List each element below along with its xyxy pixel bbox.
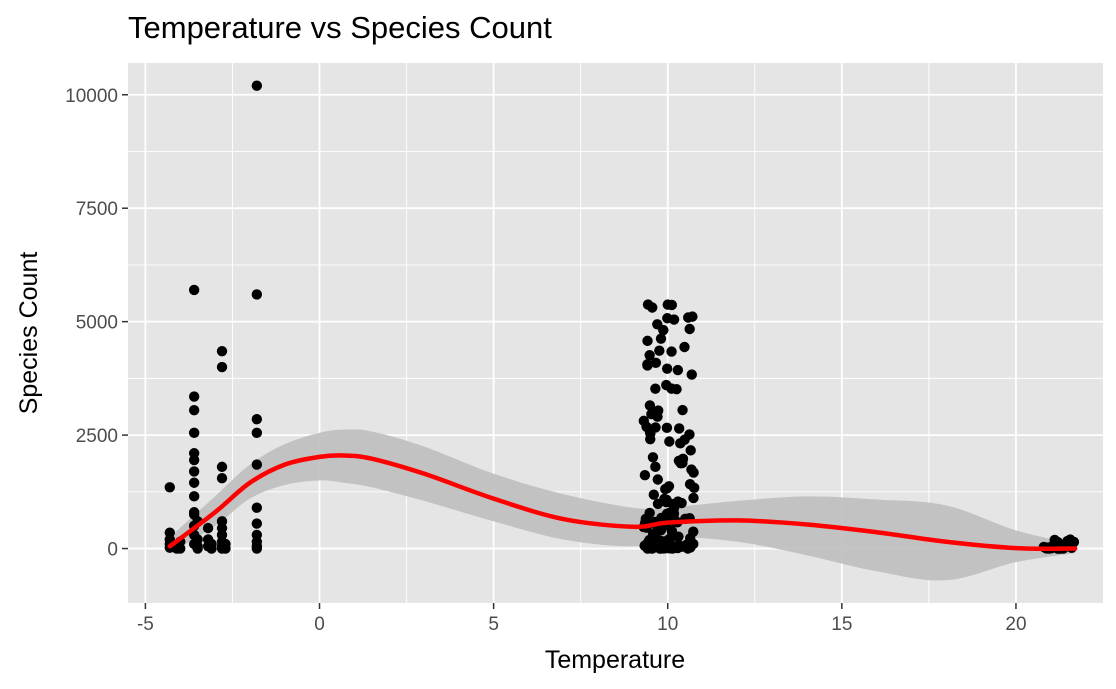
data-point bbox=[662, 299, 673, 310]
data-point bbox=[666, 531, 677, 543]
data-point bbox=[673, 423, 685, 434]
data-point bbox=[251, 459, 263, 470]
y-axis: 0 2500 5000 7500 10000 bbox=[65, 86, 128, 561]
data-point bbox=[188, 284, 200, 296]
data-point bbox=[661, 363, 673, 374]
data-point bbox=[685, 445, 696, 456]
y-tick-label: 0 bbox=[107, 540, 118, 561]
grid-major bbox=[128, 63, 1103, 603]
data-point bbox=[188, 466, 200, 477]
y-tick-label: 5000 bbox=[76, 313, 118, 334]
data-point bbox=[650, 357, 662, 369]
data-point bbox=[188, 427, 200, 439]
data-point bbox=[656, 512, 667, 524]
x-tick-label: 20 bbox=[1005, 614, 1026, 635]
data-point bbox=[216, 361, 228, 373]
data-point bbox=[679, 341, 690, 353]
data-point bbox=[188, 454, 200, 466]
data-point bbox=[216, 345, 228, 357]
data-point bbox=[1064, 534, 1076, 545]
y-tick-label: 7500 bbox=[76, 199, 118, 220]
data-point bbox=[642, 359, 653, 370]
data-point bbox=[206, 538, 217, 550]
data-point bbox=[639, 469, 651, 481]
data-point bbox=[652, 411, 663, 422]
data-point bbox=[251, 289, 263, 300]
data-point bbox=[644, 400, 656, 411]
data-point bbox=[216, 461, 228, 473]
data-point bbox=[672, 364, 684, 376]
grid-minor bbox=[128, 63, 1103, 603]
x-tick-label: -5 bbox=[137, 614, 154, 635]
x-tick-label: 15 bbox=[831, 614, 852, 635]
data-point bbox=[679, 434, 690, 445]
data-point bbox=[645, 434, 656, 445]
data-point bbox=[684, 479, 696, 490]
data-point bbox=[654, 345, 665, 356]
data-point bbox=[655, 333, 667, 344]
data-point bbox=[251, 518, 263, 529]
data-point bbox=[251, 543, 263, 554]
data-point bbox=[673, 539, 684, 551]
data-point bbox=[661, 422, 673, 434]
data-point bbox=[668, 314, 680, 325]
data-point bbox=[664, 507, 675, 519]
x-axis: -5 0 5 10 15 20 bbox=[137, 603, 1027, 635]
y-tick-label: 2500 bbox=[76, 426, 118, 447]
x-tick-label: 5 bbox=[488, 614, 499, 635]
x-tick-label: 0 bbox=[314, 614, 325, 635]
data-point bbox=[652, 474, 663, 485]
data-point bbox=[220, 543, 231, 554]
data-point bbox=[251, 414, 263, 425]
data-point bbox=[175, 543, 186, 554]
data-point bbox=[655, 525, 666, 536]
data-point bbox=[164, 482, 175, 493]
data-point bbox=[648, 489, 660, 500]
data-point bbox=[642, 335, 653, 347]
data-point bbox=[688, 492, 699, 504]
data-point bbox=[642, 537, 654, 548]
data-point bbox=[192, 543, 203, 554]
x-axis-title: Temperature bbox=[545, 646, 685, 674]
data-point bbox=[686, 369, 697, 380]
data-point bbox=[664, 436, 675, 447]
data-point bbox=[650, 383, 661, 394]
data-point bbox=[216, 473, 228, 484]
smooth-line bbox=[167, 453, 1078, 551]
data-point bbox=[188, 404, 200, 416]
data-point bbox=[188, 477, 200, 488]
y-tick-label: 10000 bbox=[65, 86, 118, 107]
data-point bbox=[251, 80, 263, 91]
data-point bbox=[684, 323, 695, 335]
data-point bbox=[682, 543, 694, 554]
data-point bbox=[251, 427, 263, 439]
data-point bbox=[676, 497, 687, 509]
data-point bbox=[202, 522, 214, 534]
data-point bbox=[644, 350, 655, 361]
smooth-line-layer bbox=[167, 453, 1078, 551]
data-point bbox=[682, 312, 694, 323]
data-point bbox=[677, 404, 688, 416]
x-tick-label: 10 bbox=[657, 614, 678, 635]
data-point bbox=[666, 346, 677, 357]
y-axis-title: Species Count bbox=[15, 252, 43, 415]
data-point bbox=[671, 383, 682, 395]
data-point bbox=[659, 493, 670, 505]
chart-title: Temperature vs Species Count bbox=[128, 10, 552, 45]
data-point bbox=[658, 324, 669, 336]
data-point bbox=[688, 467, 699, 478]
data-point bbox=[675, 458, 687, 469]
data-point bbox=[188, 491, 200, 502]
data-point bbox=[654, 540, 666, 551]
data-point bbox=[650, 461, 661, 473]
data-point bbox=[642, 299, 654, 310]
data-point bbox=[188, 391, 200, 402]
data-point bbox=[647, 452, 659, 463]
data-point bbox=[251, 502, 263, 513]
data-point bbox=[661, 483, 673, 494]
